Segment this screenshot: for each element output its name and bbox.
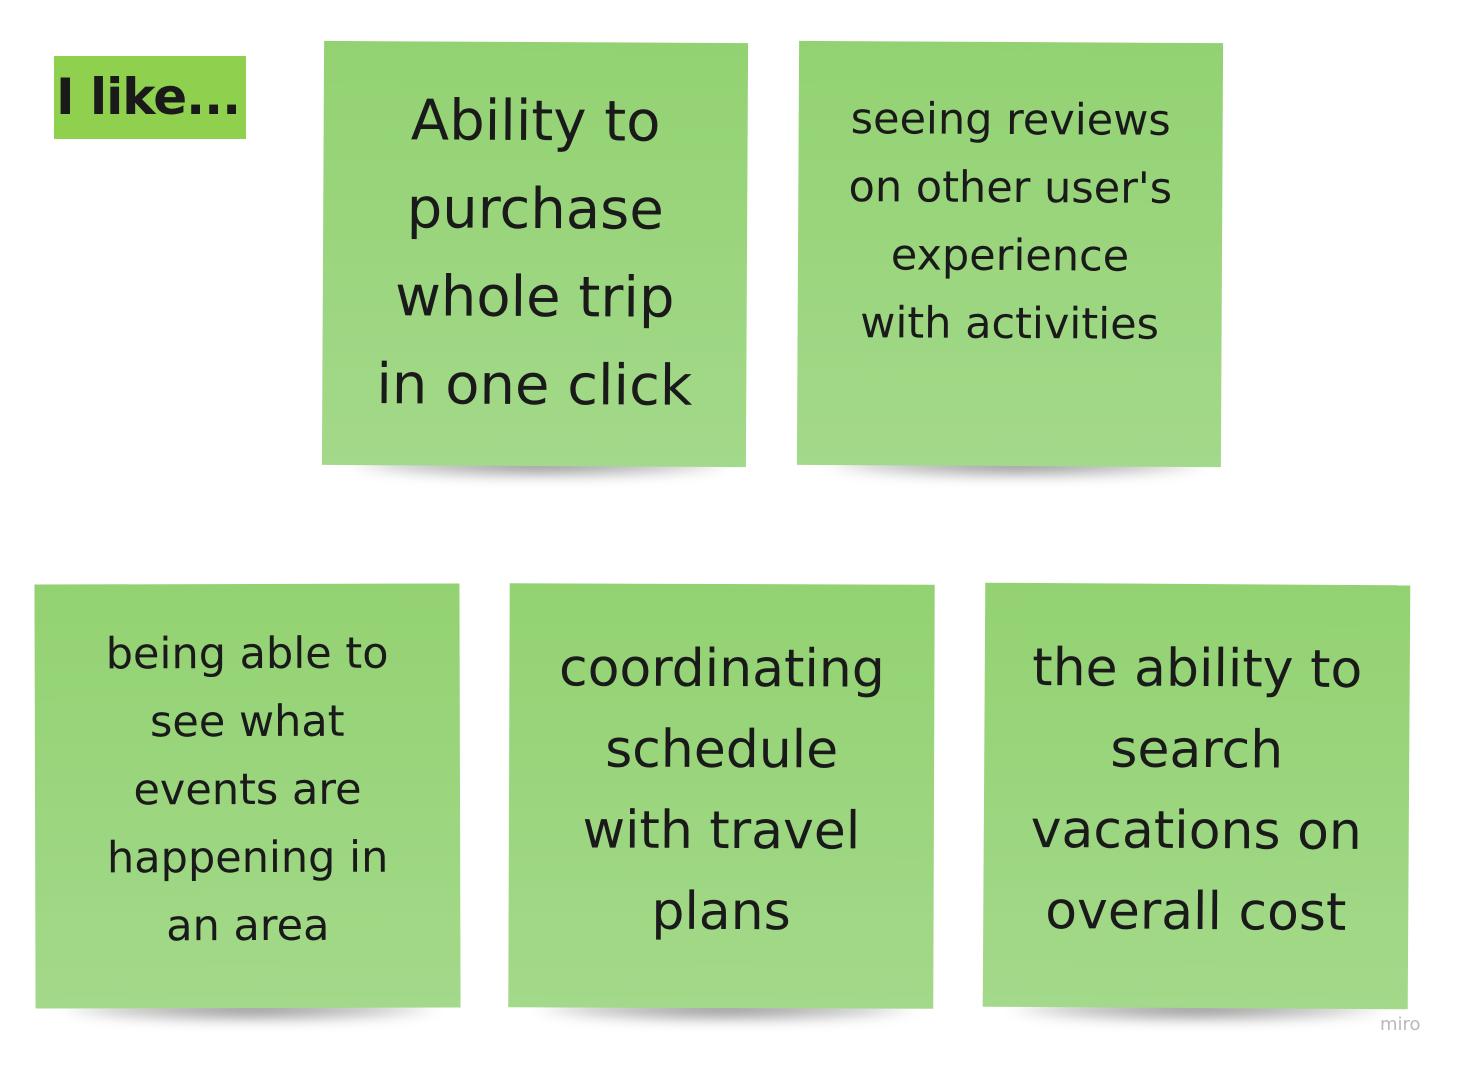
sticky-note-text: seeing reviews on other user's experienc…	[848, 94, 1173, 350]
sticky-note[interactable]: being able to see what events are happen…	[34, 583, 461, 1009]
sticky-note[interactable]: seeing reviews on other user's experienc…	[796, 40, 1224, 468]
sticky-note[interactable]: Ability to purchase whole trip in one cl…	[321, 40, 749, 468]
sticky-note[interactable]: coordinating schedule with travel plans	[508, 583, 935, 1009]
sticky-note-text: being able to see what events are happen…	[105, 628, 389, 952]
frame-title-label[interactable]: I like...	[54, 56, 246, 139]
miro-watermark-logo: miro	[1380, 1014, 1421, 1035]
sticky-note[interactable]: the ability to search vacations on overa…	[982, 582, 1411, 1010]
sticky-note-text: the ability to search vacations on overa…	[1030, 637, 1363, 943]
sticky-note-text: Ability to purchase whole trip in one cl…	[376, 88, 693, 419]
sticky-note-text: coordinating schedule with travel plans	[558, 638, 885, 943]
